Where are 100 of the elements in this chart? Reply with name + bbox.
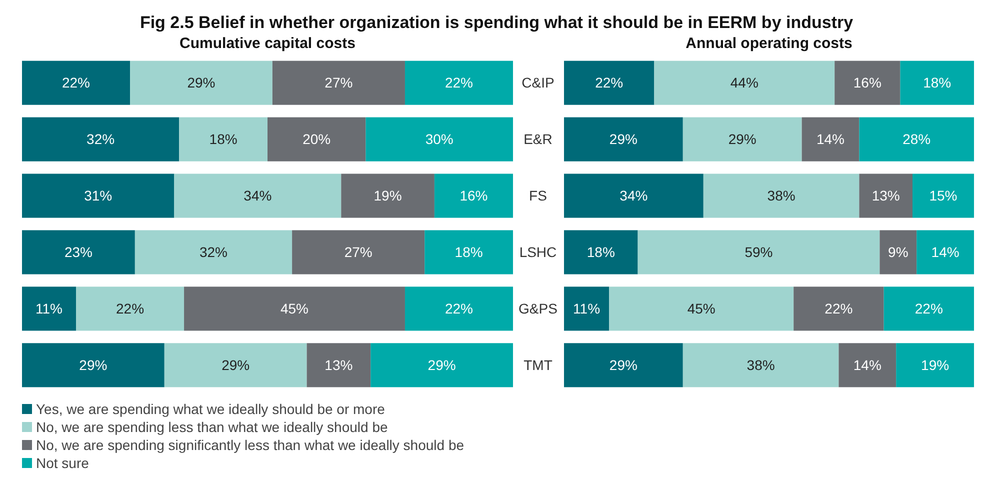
bar [564,286,610,331]
data-label: 22% [444,74,474,91]
bar [404,286,513,331]
data-label: 11% [36,300,62,317]
bar [174,174,342,218]
data-label: 13% [324,357,353,374]
bar [896,343,974,388]
data-label: 11% [573,300,600,317]
bar [22,174,174,218]
data-label: 29% [187,74,216,91]
data-label: 29% [728,131,756,148]
bar [834,60,900,105]
data-label: 19% [921,357,950,374]
data-label: 9% [888,244,908,260]
bar [22,343,164,388]
data-label: 22% [116,300,144,317]
bar [880,230,917,274]
chart-title: Annual operating costs [686,35,852,52]
y-tick-label: TMT [524,357,553,374]
data-label: 29% [609,357,638,374]
legend-label: No, we are spending significantly less than what we ideally should be [36,436,464,453]
y-tick-label: G&PS [518,300,558,317]
y-tick-label: E&R [524,131,552,148]
data-label: 14% [816,131,845,148]
bar [22,230,135,274]
bar [859,174,912,218]
bar [184,286,405,331]
bar [564,230,638,274]
bar [404,60,513,105]
data-label: 14% [853,357,882,374]
data-label: 32% [199,244,228,260]
bar [341,174,434,218]
bar [164,343,307,388]
data-label: 31% [84,188,112,204]
chart-subtitle: Cumulative capital costs [180,35,356,52]
bar [859,117,974,162]
data-label: 29% [79,357,108,374]
data-label: 30% [425,131,454,148]
bar [366,117,513,162]
data-label: 32% [86,131,115,148]
data-label: 18% [209,131,238,148]
bar [424,230,513,274]
bar [22,60,130,105]
data-label: 59% [744,244,773,260]
bar [306,343,371,388]
bar [802,117,860,162]
data-label: 22% [824,300,853,317]
legend-label: No, we are spending less than what we ideally should be [36,418,388,435]
data-label: 20% [302,131,331,148]
bar [884,286,974,331]
data-label: 27% [324,74,353,91]
bar [682,117,802,162]
data-label: 45% [687,300,716,317]
bar [22,286,76,331]
bar [564,60,654,105]
data-label: 44% [730,74,758,91]
data-label: 13% [872,188,900,204]
legend-label: Not sure [36,454,90,471]
bar [434,174,513,218]
bar [268,117,366,162]
data-label: 27% [344,244,372,260]
bar [609,286,794,331]
data-label: 14% [931,244,960,260]
bar [838,343,896,388]
data-label: 23% [64,244,92,260]
data-label: 16% [853,74,882,91]
bar [272,60,405,105]
data-label: 34% [244,188,272,204]
bar [22,117,180,162]
data-label: 28% [902,131,931,148]
bar [916,230,974,274]
bar [76,286,184,331]
legend-label: Yes, we are spending what we ideally should be or more [36,400,386,417]
bar [564,117,683,162]
y-tick-label: LSHC [519,244,557,260]
y-tick-label: C&IP [522,74,554,91]
data-label: 15% [929,188,958,204]
data-label: 19% [374,188,402,204]
y-tick-label: FS [529,188,547,204]
bar [134,230,292,274]
chart-title: Fig 2.5 Belief in whether organization is spending what it should be in EERM by industry [140,13,854,32]
data-label: 18% [923,74,952,91]
bar [654,60,835,105]
data-label: 38% [767,188,796,204]
bar [703,174,860,218]
data-label: 38% [746,357,775,374]
data-label: 22% [595,74,624,91]
bar [564,343,683,388]
data-label: 18% [586,244,615,260]
bar [292,230,425,274]
data-label: 29% [222,357,250,374]
bar [794,286,884,331]
bar [900,60,974,105]
bar [179,117,268,162]
data-label: 34% [620,188,648,204]
bar [370,343,513,388]
data-label: 16% [460,188,488,204]
data-label: 29% [428,357,456,374]
data-label: 22% [62,74,90,91]
data-label: 22% [914,300,943,317]
